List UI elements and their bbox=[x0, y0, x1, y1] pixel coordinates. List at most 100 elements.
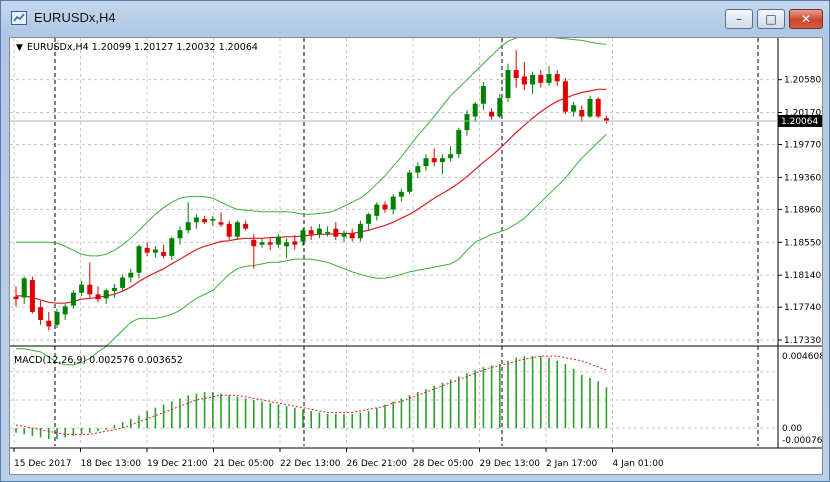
candle bbox=[595, 97, 601, 119]
candle-body bbox=[210, 219, 216, 221]
close-button[interactable]: ✕ bbox=[789, 9, 823, 29]
window-title: EURUSDx,H4 bbox=[34, 10, 116, 25]
chart-area[interactable]: 1.20580 1.20170 1.19770 1.19360 1.18960 1.185… bbox=[9, 35, 825, 475]
price-tick-label: 1.20170 bbox=[784, 108, 821, 118]
candle-body bbox=[407, 172, 413, 192]
candle bbox=[13, 286, 19, 307]
candle-body bbox=[169, 238, 175, 256]
candle-body bbox=[259, 242, 265, 245]
candle bbox=[603, 115, 609, 124]
candle-body bbox=[243, 223, 249, 229]
candle-body bbox=[234, 222, 240, 237]
candle bbox=[251, 234, 257, 269]
current-price-label: 1.20064 bbox=[778, 114, 822, 127]
candle-body bbox=[54, 311, 60, 325]
candle-body bbox=[284, 242, 290, 247]
maximize-button[interactable]: □ bbox=[757, 9, 785, 29]
candle bbox=[316, 223, 322, 239]
macd-scale-label: 0.004608 bbox=[782, 352, 822, 362]
candle bbox=[497, 94, 503, 119]
candle-body bbox=[398, 191, 404, 197]
candle bbox=[521, 62, 527, 91]
chart-window-icon bbox=[11, 11, 27, 25]
candle-body bbox=[70, 292, 76, 306]
price-chart[interactable]: 1.20580 1.20170 1.19770 1.19360 1.18960 1.185… bbox=[10, 35, 825, 474]
price-tick-label: 1.17740 bbox=[784, 303, 821, 313]
candle bbox=[333, 222, 339, 240]
candle-body bbox=[431, 158, 437, 163]
price-tick-label: 1.17330 bbox=[784, 336, 821, 346]
candle bbox=[62, 303, 68, 320]
candle-body bbox=[29, 279, 35, 312]
candle-body bbox=[464, 114, 470, 131]
candle bbox=[382, 201, 388, 213]
minimize-icon: – bbox=[736, 12, 742, 26]
title-bar[interactable]: EURUSDx,H4 – □ ✕ bbox=[1, 1, 829, 37]
candle-body bbox=[579, 110, 585, 117]
candle-body bbox=[603, 118, 609, 121]
candle bbox=[546, 66, 552, 87]
candle-body bbox=[21, 278, 27, 298]
candle-body bbox=[448, 154, 454, 159]
candle-body bbox=[538, 74, 544, 83]
candle-body bbox=[103, 290, 109, 299]
candles bbox=[13, 50, 609, 331]
macd-panel-header: MACD(12,26,9) 0.002576 0.003652 bbox=[14, 355, 183, 366]
candle-body bbox=[505, 70, 511, 99]
price-tick-label: 1.20580 bbox=[784, 76, 821, 86]
candle-body bbox=[374, 204, 380, 216]
candle-body bbox=[308, 230, 314, 235]
candle bbox=[587, 95, 593, 119]
candle bbox=[152, 246, 158, 258]
time-tick-label: 26 Dec 21:00 bbox=[347, 459, 408, 469]
candle-body bbox=[357, 223, 363, 239]
candle bbox=[103, 288, 109, 304]
candle-body bbox=[292, 241, 298, 245]
candle-body bbox=[423, 158, 429, 167]
candle bbox=[513, 50, 519, 88]
main-panel-header: EURUSDx,H4 1.20099 1.20127 1.20032 1.200… bbox=[27, 42, 258, 53]
candle bbox=[46, 311, 52, 331]
candle bbox=[161, 244, 167, 259]
candle bbox=[505, 63, 511, 103]
candle bbox=[177, 226, 183, 245]
macd-scale-label: 0.00 bbox=[782, 424, 802, 434]
candle-body bbox=[111, 287, 117, 292]
candle-body bbox=[390, 196, 396, 210]
candle bbox=[218, 212, 224, 228]
candle bbox=[210, 215, 216, 226]
candle bbox=[275, 234, 281, 248]
candle bbox=[136, 244, 142, 279]
candle-body bbox=[521, 76, 527, 85]
candle-body bbox=[316, 228, 322, 235]
minimize-button[interactable]: – bbox=[725, 9, 753, 29]
candle-body bbox=[275, 236, 281, 245]
candle-body bbox=[530, 74, 536, 85]
candle-body bbox=[38, 307, 44, 320]
price-tick-label: 1.19360 bbox=[784, 173, 821, 183]
candle-body bbox=[13, 296, 19, 300]
candle bbox=[120, 274, 126, 291]
candle-body bbox=[382, 204, 388, 210]
candle-body bbox=[366, 214, 372, 224]
candle-body bbox=[587, 98, 593, 117]
candle-body bbox=[497, 98, 503, 117]
candle bbox=[193, 214, 199, 229]
candle-body bbox=[571, 105, 577, 112]
candle bbox=[439, 154, 445, 175]
candle-body bbox=[95, 294, 101, 300]
candle-body bbox=[333, 228, 339, 237]
candle bbox=[87, 262, 93, 298]
chart-menu-icon[interactable]: ▼ bbox=[16, 43, 23, 53]
candle bbox=[79, 280, 85, 296]
candle bbox=[407, 170, 413, 195]
candle bbox=[530, 71, 536, 95]
time-tick-label: 2 Jan 17:00 bbox=[546, 459, 598, 469]
candle bbox=[21, 276, 27, 304]
candle-body bbox=[300, 230, 306, 242]
candle-body bbox=[193, 217, 199, 223]
bollinger-bands bbox=[16, 35, 607, 366]
candle bbox=[390, 194, 396, 215]
maximize-icon: □ bbox=[765, 12, 777, 26]
